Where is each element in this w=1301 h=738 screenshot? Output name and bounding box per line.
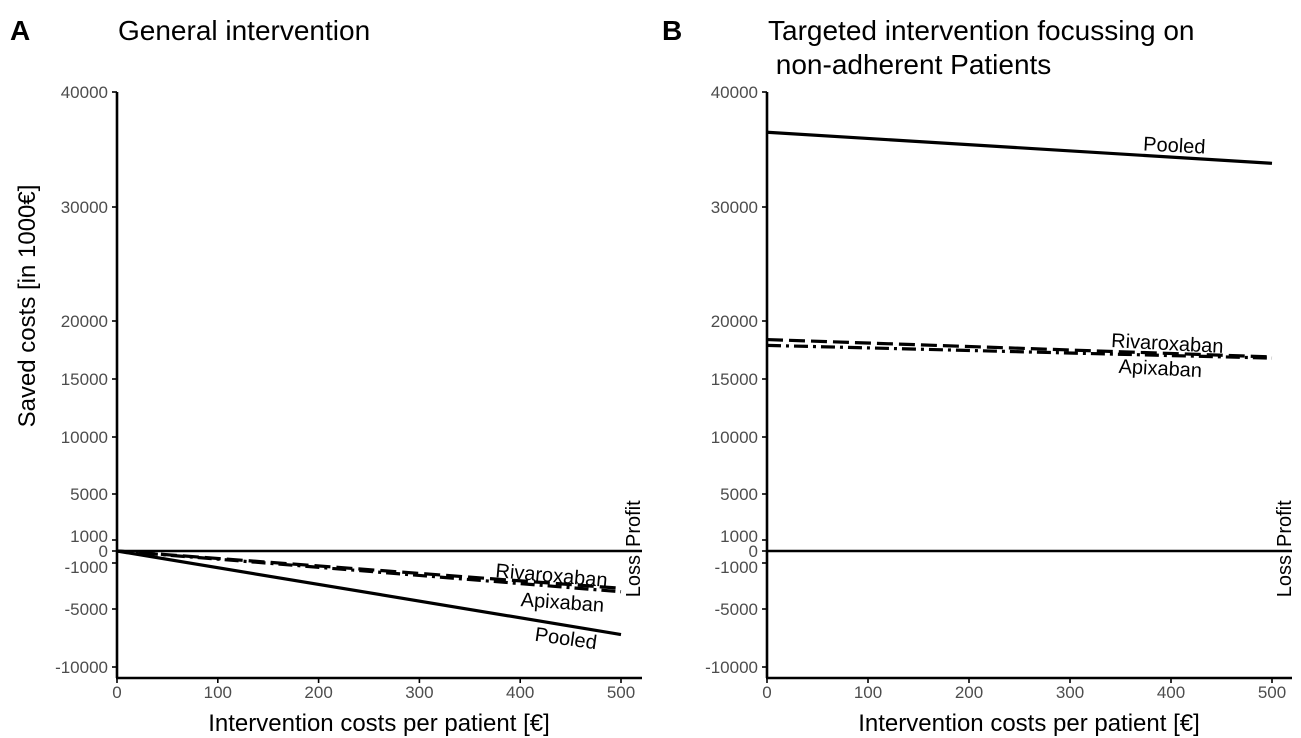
x-tick-label: 400 [1157, 683, 1185, 702]
y-tick-label: 10000 [711, 428, 758, 447]
x-tick-label: 0 [762, 683, 771, 702]
y-tick-label: 15000 [711, 370, 758, 389]
panel-b-title-line: Targeted intervention focussing on [768, 15, 1195, 46]
loss-label: Loss [623, 555, 645, 597]
x-tick-label: 200 [955, 683, 983, 702]
panel-b-title-line: non-adherent Patients [768, 49, 1051, 80]
panel-b: B Targeted intervention focussing on non… [662, 15, 1296, 737]
y-tick-label: 20000 [711, 312, 758, 331]
y-tick-label: 1000 [720, 527, 758, 546]
panel-letter-b: B [662, 15, 682, 46]
panel-b-ticks: -10000-5000-1000010005000100001500020000… [705, 83, 1286, 702]
panel-a-axes [115, 92, 642, 680]
y-tick-label: -5000 [65, 600, 108, 619]
series-line-apixaban [766, 337, 1273, 359]
series-line-pooled [766, 130, 1273, 165]
panel-a-x-axis-label: Intervention costs per patient [€] [208, 710, 550, 737]
profit-label: Profit [1274, 500, 1296, 547]
loss-label: Loss [1274, 555, 1296, 597]
panel-a: A General intervention Saved costs [in 1… [10, 15, 645, 737]
y-tick-label: 40000 [61, 83, 108, 102]
y-tick-label: 40000 [711, 83, 758, 102]
y-tick-label: 0 [749, 542, 758, 561]
x-tick-label: 500 [1258, 683, 1286, 702]
x-tick-label: 500 [607, 683, 635, 702]
series-line-rivaroxaban [766, 343, 1273, 360]
series-label-pooled: Pooled [1143, 133, 1206, 158]
y-tick-label: -5000 [715, 600, 758, 619]
series-label-apixaban: Apixaban [1118, 356, 1202, 382]
panel-a-ticks: -10000-5000-1000010005000100001500020000… [55, 83, 635, 702]
series-line-apixaban [116, 549, 622, 590]
x-tick-label: 100 [204, 683, 232, 702]
panel-letter-a: A [10, 15, 30, 46]
profit-label: Profit [623, 500, 645, 547]
y-tick-label: 15000 [61, 370, 108, 389]
panel-b-series-lines [766, 130, 1273, 360]
y-axis-label: Saved costs [in 1000€] [14, 185, 41, 428]
y-tick-label: -1000 [715, 558, 758, 577]
panel-a-series-lines [116, 549, 622, 637]
y-tick-label: 5000 [70, 485, 108, 504]
y-tick-label: 20000 [61, 312, 108, 331]
series-line-pooled [116, 549, 622, 637]
x-tick-label: 400 [506, 683, 534, 702]
x-tick-label: 0 [112, 683, 121, 702]
panel-b-title: Targeted intervention focussing on non-a… [768, 15, 1195, 80]
y-tick-label: 30000 [61, 198, 108, 217]
x-tick-label: 200 [304, 683, 332, 702]
x-tick-label: 100 [854, 683, 882, 702]
y-tick-label: -10000 [705, 658, 758, 677]
y-tick-label: 1000 [70, 527, 108, 546]
y-tick-label: 5000 [720, 485, 758, 504]
panel-b-axes [765, 92, 1292, 680]
x-tick-label: 300 [405, 683, 433, 702]
y-tick-label: 10000 [61, 428, 108, 447]
panel-a-profit-loss-labels: Profit Loss [623, 500, 645, 597]
panel-b-profit-loss-labels: Profit Loss [1274, 500, 1296, 597]
y-tick-label: 30000 [711, 198, 758, 217]
series-line-rivaroxaban [116, 549, 622, 594]
x-tick-label: 300 [1056, 683, 1084, 702]
y-tick-label: -1000 [65, 558, 108, 577]
y-tick-label: -10000 [55, 658, 108, 677]
series-label-apixaban: Apixaban [520, 589, 605, 617]
y-tick-label: 0 [99, 542, 108, 561]
panel-a-title: General intervention [118, 15, 370, 46]
panel-b-x-axis-label: Intervention costs per patient [€] [858, 710, 1200, 737]
